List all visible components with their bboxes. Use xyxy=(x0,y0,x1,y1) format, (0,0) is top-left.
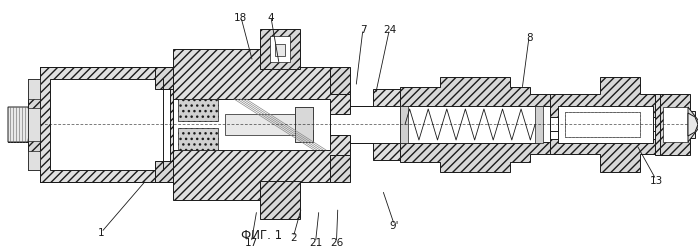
Bar xyxy=(275,45,285,57)
Text: 13: 13 xyxy=(650,175,662,185)
Bar xyxy=(655,94,675,156)
Bar xyxy=(173,100,330,150)
Polygon shape xyxy=(688,108,698,142)
Bar xyxy=(670,112,695,138)
Bar xyxy=(660,94,690,156)
Polygon shape xyxy=(400,78,550,124)
Bar xyxy=(8,108,28,142)
Text: 21: 21 xyxy=(309,238,322,248)
Bar xyxy=(225,114,295,136)
Text: 24: 24 xyxy=(383,25,396,35)
Bar xyxy=(40,68,185,182)
Polygon shape xyxy=(173,50,400,124)
Text: 7: 7 xyxy=(359,25,366,35)
Bar xyxy=(558,106,653,144)
Bar xyxy=(28,108,40,142)
Bar xyxy=(550,132,660,140)
Polygon shape xyxy=(400,124,550,172)
Bar xyxy=(28,80,40,100)
Bar xyxy=(330,68,350,94)
Text: 2: 2 xyxy=(290,232,297,242)
Text: 4: 4 xyxy=(267,12,274,22)
Bar xyxy=(178,128,218,150)
Text: ФИГ. 1: ФИГ. 1 xyxy=(242,228,283,241)
Bar xyxy=(295,130,313,142)
Polygon shape xyxy=(550,124,660,172)
Bar xyxy=(675,106,683,144)
Polygon shape xyxy=(173,124,400,200)
Bar xyxy=(28,80,40,170)
Bar xyxy=(295,108,313,142)
Bar xyxy=(295,108,313,120)
Bar xyxy=(178,100,218,122)
Bar xyxy=(663,108,688,142)
Text: 17: 17 xyxy=(245,238,258,248)
Polygon shape xyxy=(550,78,660,124)
Bar xyxy=(155,161,173,182)
Polygon shape xyxy=(688,114,698,136)
Text: 26: 26 xyxy=(330,238,343,248)
Text: 1: 1 xyxy=(98,228,105,237)
Bar xyxy=(550,118,660,132)
Bar xyxy=(565,112,640,138)
Text: 8: 8 xyxy=(526,32,533,42)
Bar xyxy=(683,118,695,132)
Bar xyxy=(400,106,408,144)
Bar xyxy=(535,106,543,144)
Bar xyxy=(260,181,300,219)
Bar xyxy=(28,152,40,170)
Text: 18: 18 xyxy=(235,12,247,22)
Text: 9': 9' xyxy=(389,220,399,230)
Bar xyxy=(50,80,170,170)
Bar xyxy=(260,30,300,70)
Bar xyxy=(330,156,350,182)
Bar xyxy=(400,106,540,144)
Polygon shape xyxy=(8,108,30,142)
Bar xyxy=(270,37,290,63)
Bar xyxy=(565,112,640,138)
Bar xyxy=(155,68,173,90)
